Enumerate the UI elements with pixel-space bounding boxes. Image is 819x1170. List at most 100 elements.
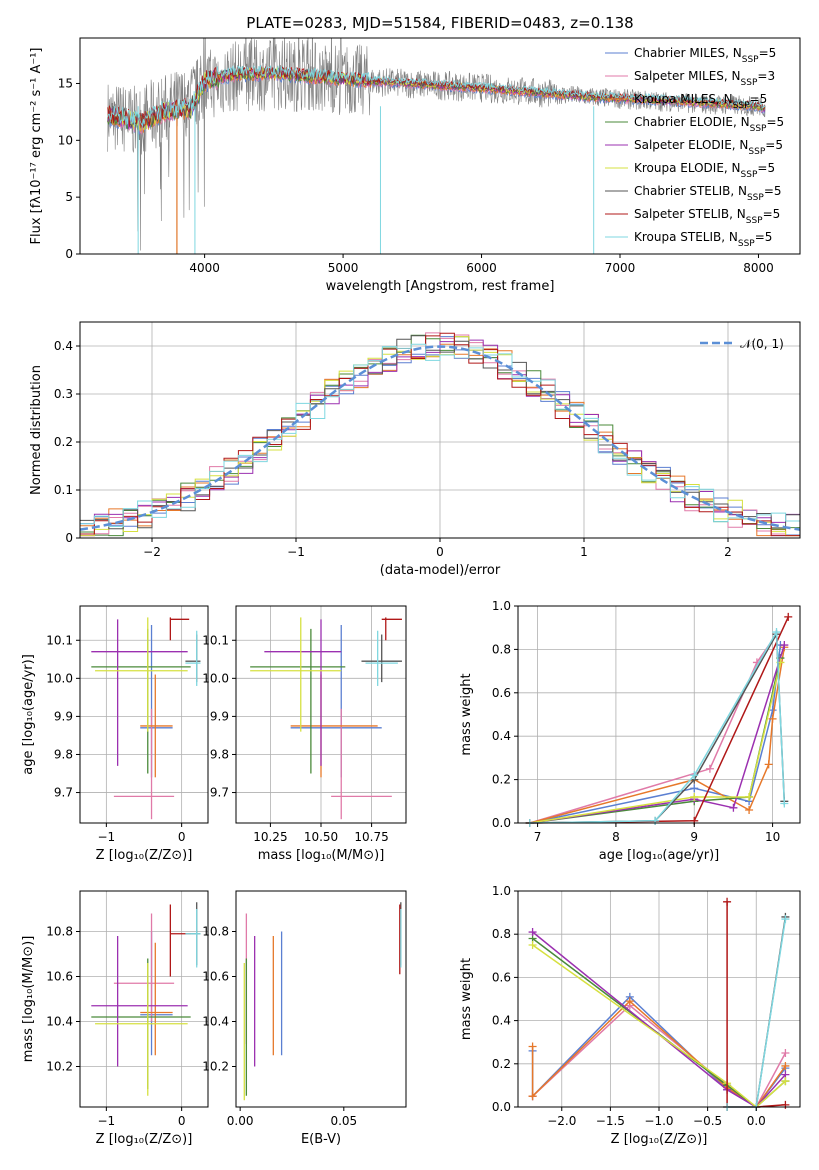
histogram-step [80,343,800,527]
figure-title: PLATE=0283, MJD=51584, FIBERID=0483, z=0… [246,14,633,32]
x-tick-label: −0.5 [693,1114,722,1128]
weight-marker [528,1092,537,1101]
weight-marker [528,1042,537,1051]
y-tick-label: 0 [65,531,73,545]
x-tick-label: −1.5 [596,1114,625,1128]
weight-line [529,644,786,824]
legend-entry: Salpeter MILES, NSSP=3 [634,69,775,88]
weight-marker [745,792,754,801]
weight-marker [690,792,699,801]
weight-line [532,931,786,1108]
x-tick-label: 0 [178,1114,186,1128]
legend-entry: Kroupa ELODIE, NSSP=5 [634,161,775,180]
y-tick-label: 1.0 [492,599,511,613]
y-tick-label: 9.8 [54,747,73,761]
y-tick-label: 0.1 [54,483,73,497]
weight-line [532,944,786,1108]
legend-entry: Salpeter ELODIE, NSSP=5 [634,138,783,157]
legend-entry: Salpeter STELIB, NSSP=5 [634,207,780,226]
y-tick-label: 5 [65,190,73,204]
legend-entry: Chabrier MILES, NSSP=5 [634,46,776,65]
weight-line [529,629,786,824]
x-tick-label: 0.05 [330,1114,357,1128]
y-tick-label: 0.6 [492,686,511,700]
x-tick-label: 9 [690,830,698,844]
ebv-panel: 0.00 0.05 10.2 10.4 10.6 10.8 E(B-V) [202,890,407,1147]
x-tick-label: 10.50 [304,830,338,844]
y-tick-label: 10.6 [46,970,73,984]
x-tick-label: 7 [534,830,542,844]
weight-marker [780,641,789,650]
y-tick-label: 10.4 [46,1015,73,1029]
x-tick-label: 10.75 [354,830,388,844]
y-axis-label: Flux [fλ10⁻¹⁷ erg cm⁻² s⁻¹ A⁻¹] [29,48,44,245]
y-tick-label: 0 [65,247,73,261]
y-tick-label: 0.8 [492,642,511,656]
y-tick-label: 0.2 [492,1057,511,1071]
x-tick-label: 8 [612,830,620,844]
y-tick-label: 0.0 [492,1100,511,1114]
weight-marker [723,897,732,906]
y-tick-label: 10.1 [202,633,229,647]
y-tick-label: 10.6 [202,970,229,984]
spectrum-legend: Chabrier MILES, NSSP=5 Salpeter MILES, NS… [605,46,784,249]
weight-marker [690,771,699,780]
x-tick-label: 10.25 [253,830,287,844]
x-axis-label: mass [log₁₀(M/M⊙)] [258,848,385,863]
model-spectrum-line [107,64,766,127]
weight-line [529,647,786,824]
legend-entry: Chabrier STELIB, NSSP=5 [634,184,782,203]
y-tick-label: 0.4 [492,729,511,743]
x-axis-label: Z [log₁₀(Z/Z⊙)] [96,1132,193,1147]
age-weight-panel: 7 8 9 10 0.0 0.2 0.4 0.6 0.8 1.0 age [log₁₀(age/yr… [459,599,801,863]
x-tick-label: 0 [178,830,186,844]
weight-line [529,633,778,824]
y-tick-label: 9.7 [210,786,229,800]
weight-marker [690,784,699,793]
age-z-panel: −1 0 9.7 9.8 9.9 10.0 10.1 Z [log₁₀(Z/Z⊙)] age [… [21,605,209,863]
x-tick-label: 0.00 [227,1114,254,1128]
y-tick-label: 0.2 [492,773,511,787]
y-tick-label: 10 [58,133,73,147]
y-tick-label: 10.4 [202,1015,229,1029]
axes-frame [517,605,801,824]
legend-entry: 𝒩(0, 1) [740,337,784,351]
axes-frame [79,605,209,824]
x-tick-label: 10 [765,830,780,844]
y-tick-label: 0.3 [54,387,73,401]
weight-line [531,1000,787,1109]
weight-marker [781,1100,790,1109]
x-tick-label: −1 [287,545,305,559]
weight-marker [729,803,738,812]
y-tick-label: 0.0 [492,816,511,830]
y-tick-label: 10.2 [202,1060,229,1074]
residual-panel: −2 −1 0 1 2 0 0.1 0.2 0.3 0.4 (data-model)/error No… [29,321,801,578]
spectrum-panel: 4000 5000 6000 7000 8000 0 5 10 15 wavelength [An… [29,37,801,294]
y-tick-label: 10.2 [46,1060,73,1074]
y-tick-label: 15 [58,76,73,90]
y-tick-label: 9.7 [54,786,73,800]
x-tick-label: −2 [143,545,161,559]
y-tick-label: 10.8 [46,925,73,939]
x-axis-label: age [log₁₀(age/yr)] [599,848,720,863]
x-tick-label: −2.0 [547,1114,576,1128]
y-tick-label: 0.2 [54,435,73,449]
normal-curve [79,345,801,531]
x-tick-label: 4000 [189,261,220,275]
x-tick-label: −1 [98,830,116,844]
weight-marker [528,941,537,949]
legend-entry: Chabrier ELODIE, NSSP=5 [634,115,784,134]
weight-marker [745,805,754,814]
weight-marker [781,1061,790,1070]
y-tick-label: 10.8 [202,925,229,939]
x-tick-label: 7000 [605,261,636,275]
y-axis-label: Normed distribution [29,365,44,495]
weight-marker [780,799,789,808]
x-tick-label: 2 [724,545,732,559]
x-tick-label: 1 [580,545,588,559]
weight-line [529,662,782,824]
age-mass-panel: 10.25 10.50 10.75 9.7 9.8 9.9 10.0 10.1 mass [lo… [202,605,407,863]
axes-frame [79,37,801,255]
y-tick-label: 10.0 [46,671,73,685]
